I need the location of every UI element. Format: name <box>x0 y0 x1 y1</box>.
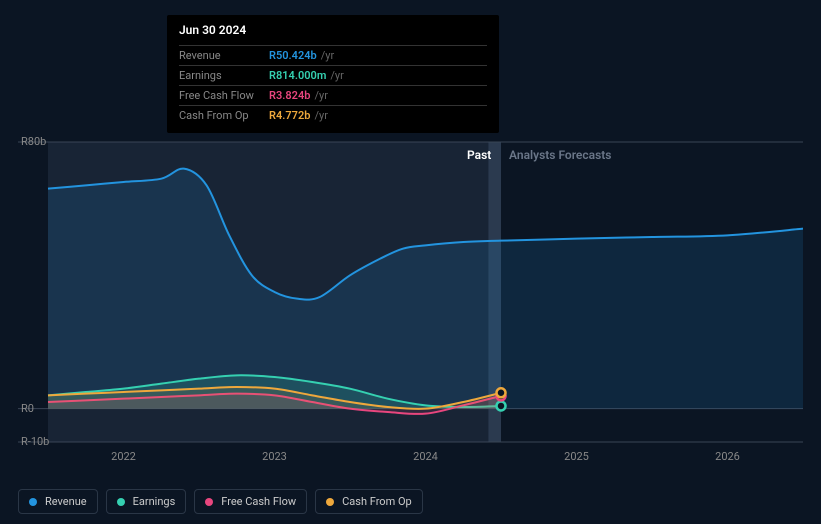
forecast-label: Analysts Forecasts <box>509 148 611 162</box>
tooltip-date: Jun 30 2024 <box>179 23 487 41</box>
legend-dot-icon <box>29 498 37 506</box>
tooltip-row: Cash From OpR4.772b/yr <box>179 105 487 125</box>
legend-dot-icon <box>117 498 125 506</box>
legend-item-cash-from-op[interactable]: Cash From Op <box>315 489 423 514</box>
y-axis-label: R-10b <box>21 435 49 448</box>
tooltip-unit: /yr <box>314 89 327 102</box>
chart-svg <box>18 125 803 480</box>
tooltip-value: R4.772b <box>269 109 310 122</box>
legend-label: Free Cash Flow <box>221 495 296 508</box>
tooltip-value: R50.424b <box>269 49 317 62</box>
legend-label: Earnings <box>133 495 176 508</box>
legend-item-revenue[interactable]: Revenue <box>18 489 98 514</box>
legend-item-free-cash-flow[interactable]: Free Cash Flow <box>194 489 307 514</box>
legend-dot-icon <box>205 498 213 506</box>
tooltip-unit: /yr <box>330 69 343 82</box>
tooltip-value: R3.824b <box>269 89 310 102</box>
tooltip-value: R814.000m <box>269 69 326 82</box>
legend-label: Revenue <box>45 495 87 508</box>
tooltip-label: Revenue <box>179 49 269 62</box>
x-axis-label: 2022 <box>111 450 136 463</box>
legend: Revenue Earnings Free Cash Flow Cash From O… <box>18 489 423 514</box>
past-label: Past <box>467 148 491 162</box>
tooltip-unit: /yr <box>321 49 334 62</box>
x-axis-label: 2023 <box>262 450 287 463</box>
x-axis-label: 2025 <box>564 450 589 463</box>
tooltip-row: RevenueR50.424b/yr <box>179 45 487 65</box>
tooltip-label: Earnings <box>179 69 269 82</box>
tooltip-label: Cash From Op <box>179 109 269 122</box>
y-axis-label: R0 <box>21 402 34 415</box>
legend-dot-icon <box>326 498 334 506</box>
tooltip-row: EarningsR814.000m/yr <box>179 65 487 85</box>
tooltip-row: Free Cash FlowR3.824b/yr <box>179 85 487 105</box>
chart-tooltip: Jun 30 2024RevenueR50.424b/yrEarningsR81… <box>167 15 499 133</box>
tooltip-unit: /yr <box>314 109 327 122</box>
x-axis-label: 2024 <box>413 450 438 463</box>
y-axis-label: R80b <box>21 135 46 148</box>
legend-item-earnings[interactable]: Earnings <box>106 489 187 514</box>
chart-area: R80b R0 R-10b 2022 2023 2024 2025 2026 Past Analy… <box>18 125 803 480</box>
legend-label: Cash From Op <box>342 495 412 508</box>
tooltip-label: Free Cash Flow <box>179 89 269 102</box>
x-axis-label: 2026 <box>715 450 740 463</box>
